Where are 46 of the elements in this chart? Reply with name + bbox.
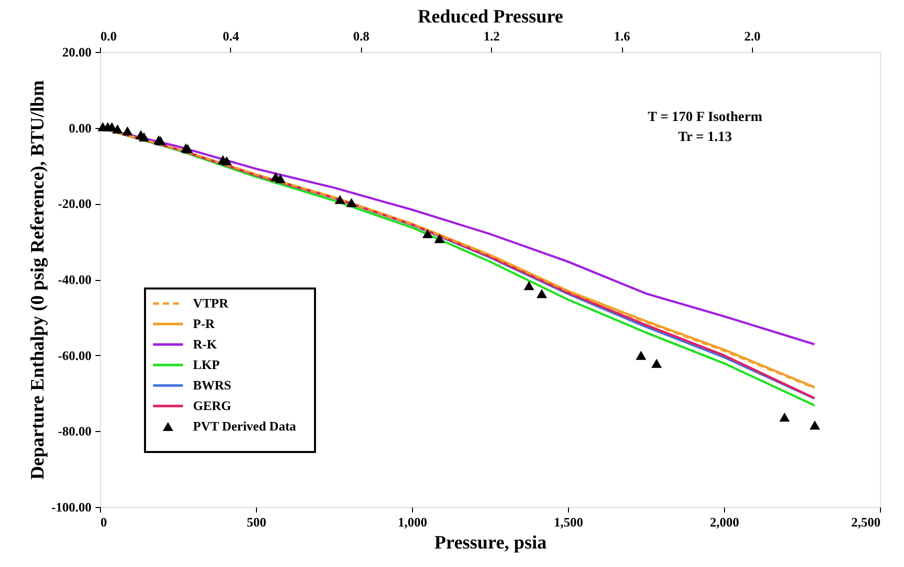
point — [810, 420, 820, 430]
y-tick-label: -40.00 — [58, 272, 92, 287]
x2-tick-label: 0.0 — [100, 28, 117, 44]
point — [422, 229, 433, 238]
x-tick-label: 1,000 — [398, 514, 428, 530]
x-tick-label: 2,000 — [710, 514, 740, 530]
point — [221, 156, 232, 166]
legend-label: VTPR — [193, 296, 229, 310]
x-axis-title: Pressure, psia — [434, 532, 548, 554]
point — [138, 132, 150, 142]
point — [334, 194, 346, 204]
x-tick-label: 2,500 — [851, 514, 880, 530]
y-tick-label: 0.00 — [68, 120, 92, 136]
point — [275, 174, 286, 184]
x-tick-label: 500 — [246, 514, 266, 530]
y-tick-label: -100.00 — [51, 500, 92, 514]
point — [636, 350, 646, 360]
annotation: Tr = 1.13 — [678, 130, 732, 145]
point — [651, 358, 662, 368]
legend-label: BWRS — [193, 378, 232, 392]
y-axis-title: Departure Enthalpy (0 psig Reference), BTU/lbm — [27, 80, 48, 480]
point — [536, 288, 548, 298]
point — [122, 126, 133, 136]
legend-label: P-R — [193, 316, 216, 331]
x2-tick-label: 1.2 — [484, 28, 500, 44]
legend-label: GERG — [193, 398, 232, 413]
legend-label: PVT Derived Data — [193, 418, 297, 434]
point — [779, 412, 790, 422]
x2-tick-label: 0.8 — [353, 28, 370, 44]
y-tick-label: -20.00 — [58, 196, 92, 212]
annotation: T = 170 F Isotherm — [648, 110, 763, 125]
y-tick-label: 20.00 — [62, 44, 92, 60]
point — [112, 124, 123, 134]
x2-tick-label: 1.6 — [614, 28, 631, 44]
legend-label: R-K — [193, 336, 218, 352]
legend-label: LKP — [193, 357, 220, 372]
point — [434, 234, 445, 244]
x2-tick-label: 2.0 — [744, 28, 761, 44]
y-tick-label: -80.00 — [58, 424, 92, 439]
point — [524, 281, 534, 290]
x-tick-label: 1,500 — [554, 514, 584, 530]
x2-axis-title: Reduced Pressure — [418, 6, 564, 28]
y-tick-label: -60.00 — [58, 348, 92, 363]
point — [346, 198, 357, 208]
x-tick-label: 0 — [100, 514, 107, 530]
x2-tick-label: 0.4 — [222, 28, 240, 44]
